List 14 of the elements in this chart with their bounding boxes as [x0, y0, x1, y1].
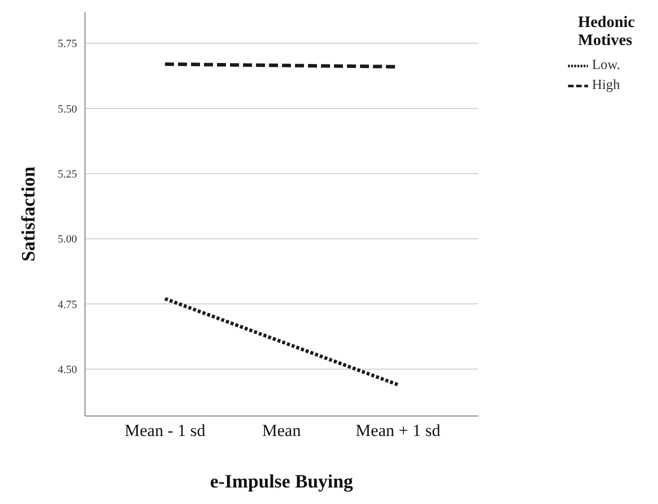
legend-label: High	[592, 78, 620, 94]
legend-label: Low.	[592, 58, 620, 74]
y-axis-title: Satisfaction	[18, 166, 40, 262]
x-tick-label: Mean - 1 sd	[124, 421, 206, 440]
legend-title: Hedonic Motives	[578, 14, 636, 50]
x-axis-title: e-Impulse Buying	[210, 471, 354, 492]
x-tick-label: Mean + 1 sd	[356, 421, 441, 440]
y-tick-label: 5.00	[58, 234, 78, 246]
y-tick-label: 5.50	[58, 103, 78, 116]
y-tick-label: 5.25	[58, 168, 78, 181]
y-tick-label: 5.75	[58, 38, 78, 50]
y-tick-label: 4.75	[58, 298, 78, 311]
y-tick-label: 4.50	[58, 364, 78, 376]
x-tick-label: Mean	[262, 421, 302, 440]
